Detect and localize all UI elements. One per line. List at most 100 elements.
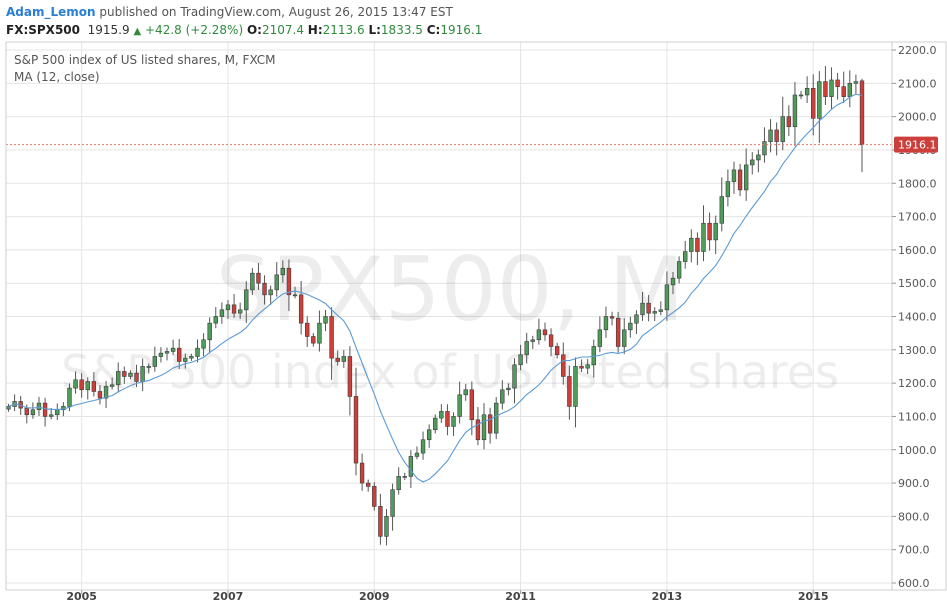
candle-body: [414, 452, 420, 457]
candle-body: [378, 506, 383, 537]
watermark-big: SPX500, M: [215, 238, 684, 341]
open-label: O:: [246, 23, 262, 37]
candle-body: [506, 387, 511, 391]
candle-body: [494, 402, 499, 434]
candle-body: [524, 341, 529, 356]
candle-body: [707, 222, 712, 241]
candle-body: [67, 387, 72, 407]
x-tick-label: 2011: [505, 590, 536, 603]
high-label: H:: [307, 23, 323, 37]
candle-body: [561, 354, 566, 377]
candle-body: [823, 81, 828, 97]
y-tick-label: 800.0: [898, 510, 930, 523]
candle-body: [42, 402, 48, 417]
x-tick-label: 2009: [359, 590, 390, 603]
candle-body: [134, 372, 139, 382]
candle-body: [445, 411, 450, 427]
x-tick-label: 2013: [652, 590, 683, 603]
close-value: 1916.1: [440, 23, 483, 37]
candle-body: [609, 316, 615, 319]
candle-body: [762, 141, 767, 156]
candle-body: [829, 79, 834, 97]
y-tick-label: 2200.0: [898, 44, 937, 57]
candle-body: [48, 414, 54, 417]
candle-body: [262, 282, 267, 296]
candle-body: [213, 316, 218, 324]
y-tick-label: 1500.0: [898, 277, 937, 290]
candle-body: [597, 329, 603, 347]
candle-body: [365, 482, 371, 487]
candle-body: [347, 356, 353, 397]
candle-body: [103, 386, 109, 399]
candle-body: [311, 336, 316, 344]
candle-body: [475, 419, 481, 441]
watermark-small: S&P 500 index of US listed shares: [61, 345, 839, 399]
candle-body: [585, 364, 590, 369]
y-tick-label: 1400.0: [898, 311, 937, 324]
candle-body: [756, 154, 761, 161]
candle-body: [481, 414, 487, 441]
author-link[interactable]: Adam_Lemon: [6, 5, 96, 19]
symbol-watermark: SPX500, M S&P 500 index of US listed sha…: [61, 238, 839, 399]
y-tick-label: 600.0: [898, 577, 930, 590]
candle-body: [231, 304, 237, 314]
candle-body: [628, 322, 633, 331]
y-tick-label: 900.0: [898, 477, 930, 490]
low-value: 1833.5: [380, 23, 423, 37]
candle-body: [402, 476, 407, 478]
y-tick-label: 1300.0: [898, 344, 937, 357]
open-value: 2107.4: [261, 23, 304, 37]
candle-body: [323, 316, 328, 324]
candle-body: [79, 379, 84, 391]
candle-body: [634, 314, 639, 324]
candle-body: [567, 376, 572, 407]
legend-title: S&P 500 index of US listed shares, M, FX…: [14, 53, 276, 67]
candle-body: [457, 394, 462, 417]
y-tick-label: 1800.0: [898, 177, 937, 190]
candle-body: [225, 304, 231, 311]
candle-body: [622, 329, 627, 347]
low-label: L:: [368, 23, 381, 37]
candle-body: [128, 372, 133, 377]
candle-body: [109, 384, 115, 387]
candle-body: [542, 329, 548, 336]
price-axis[interactable]: 2200.02100.02000.01900.01800.01700.01600…: [891, 42, 937, 590]
candle-body: [359, 462, 365, 484]
candle-body: [341, 356, 346, 362]
symbol-label[interactable]: FX:SPX500: [6, 23, 80, 37]
candle-body: [683, 251, 688, 262]
chart-border: [5, 41, 947, 591]
candle-body: [439, 411, 444, 419]
candle-body: [646, 302, 651, 314]
time-axis[interactable]: 2005 2007 2009 2011 2013 2015: [66, 590, 829, 603]
candle-body: [164, 351, 170, 354]
candle-body: [97, 391, 103, 399]
candle-body: [518, 354, 523, 366]
moving-average-line: [8, 93, 863, 483]
candle-body: [91, 381, 97, 392]
y-tick-label: 2100.0: [898, 77, 937, 90]
x-tick-label: 2007: [213, 590, 244, 603]
candle-body: [652, 311, 657, 314]
candle-body: [853, 81, 859, 84]
candle-body: [30, 409, 36, 416]
y-tick-label: 1000.0: [898, 444, 937, 457]
candle-body: [170, 347, 176, 352]
candle-body: [792, 94, 798, 127]
candle-body: [701, 222, 706, 252]
y-tick-label: 1100.0: [898, 410, 937, 423]
candle-body: [640, 302, 645, 316]
candle-body: [384, 516, 389, 537]
close-label: C:: [426, 23, 441, 37]
candle-body: [36, 402, 42, 411]
candle-body: [579, 366, 584, 369]
candle-body: [122, 371, 127, 377]
candle-body: [548, 334, 554, 347]
candle-body: [847, 83, 852, 97]
price-change: +42.8 (+2.28%): [145, 23, 244, 37]
last-price-tag: 1916.1: [894, 136, 938, 153]
candle-body: [158, 352, 164, 357]
candle-body: [426, 429, 432, 441]
x-tick-label: 2005: [66, 590, 97, 603]
